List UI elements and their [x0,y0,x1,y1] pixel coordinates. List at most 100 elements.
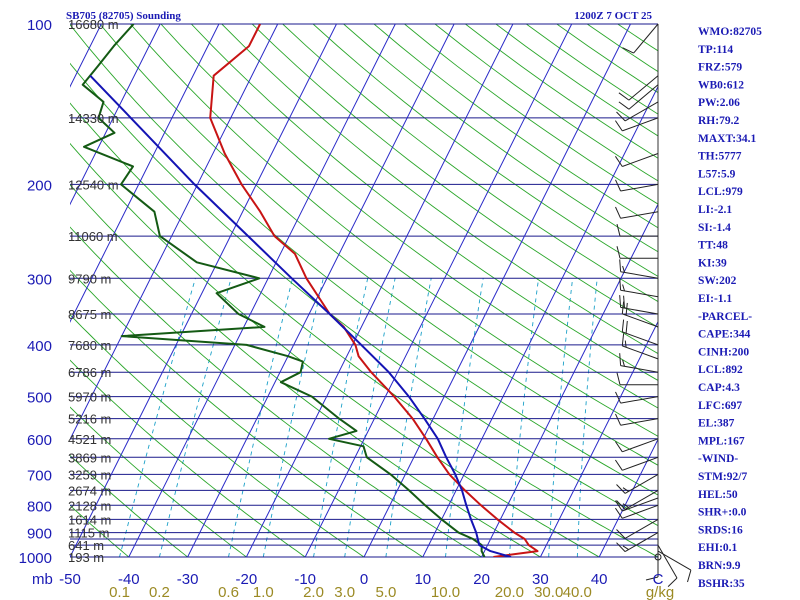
wind-barb-feather [645,576,659,581]
wind-barb-feather [615,206,622,219]
stability-index: STM:92/7 [698,471,747,483]
isotherm [422,85,658,557]
stability-index: LCL:979 [698,186,743,198]
mixing-ratio-label: 40.0 [563,584,592,600]
isotherm [70,24,161,206]
wind-barb-feather [614,507,623,519]
wind-barb [616,246,658,259]
mixing-ratio-label: 10.0 [431,584,460,600]
temperature-tick-label: -30 [177,571,199,588]
stability-index: TH:5777 [698,151,742,163]
wind-barb-feather [622,265,625,273]
dewpoint-line [81,24,486,557]
stability-index: SRDS:16 [698,524,743,536]
mixing-ratio-line [158,278,232,557]
stability-indices-panel: WMO:82705 TP:114 FRZ:579 WB0:612 PW:2.06 RH:7… [698,26,762,590]
wind-barb [622,23,659,54]
wind-barb-feather [614,441,623,453]
wind-barb [616,101,659,122]
height-label: 2674 m [68,483,111,498]
isotherm [245,24,514,557]
temperature-tick-label: -20 [236,571,258,588]
parcel-line [89,75,512,557]
wind-barb-staff [620,365,659,373]
isotherm [128,24,396,557]
wind-barb-feather [624,340,627,348]
stability-index: TP:114 [698,44,733,56]
wind-barb [614,497,659,512]
isotherms [70,24,658,557]
temperature-tick-label: -10 [294,571,316,588]
wind-barb-staff [628,84,659,110]
height-label: 2128 m [68,498,111,513]
stability-index: -WIND- [698,453,738,465]
stability-index: -PARCEL- [698,311,752,323]
stability-index: L57:5.9 [698,168,736,180]
isobars [70,23,658,558]
mixing-ratio-unit-label: g/kg [646,584,674,600]
wind-barb-staff [622,331,659,346]
mixing-ratio-line [508,278,540,557]
stability-index: CAP:4.3 [698,382,740,394]
temperature-tick-label: 40 [591,571,608,588]
isotherm [539,320,658,557]
wind-barb-staff [624,518,659,539]
wind-barb-feather [614,459,623,471]
wind-barb-feather [616,372,621,385]
chart-datetime: 1200Z 7 OCT 25 [574,10,652,22]
wind-barb-feather [618,101,630,110]
stability-index: CAPE:344 [698,329,751,341]
height-label: 1614 m [68,512,111,527]
stability-index: FRZ:579 [698,62,742,74]
wind-barb [616,372,658,386]
pressure-tick-label: 500 [27,390,52,407]
mixing-ratio-label: 3.0 [334,584,355,600]
stability-index: LFC:697 [698,400,742,412]
wind-barb-feather [687,569,692,583]
wind-barb [614,456,659,471]
wind-barb-staff [622,153,659,167]
wind-barb [645,539,659,581]
mixing-ratio-line [548,278,574,557]
stability-index: WMO:82705 [698,26,762,38]
wind-barb [621,319,659,346]
wind-barb-feather [625,302,628,316]
wind-barb-feather [619,259,622,272]
wind-barb-feather [622,545,629,551]
mixing-ratio-label: 5.0 [375,584,396,600]
wind-barb-feather [623,295,625,309]
pressure-tick-label: 700 [27,467,52,484]
wind-barb-feather [616,223,621,237]
height-label: 4521 m [68,432,111,447]
pressure-tick-label: 100 [27,17,52,34]
height-label: 11060 m [68,229,118,244]
wind-barb [616,223,658,237]
stability-index: EI:-1.1 [698,293,732,305]
wind-barb-feather [616,542,626,552]
wind-barb [657,544,678,587]
wind-barb-staff [624,473,659,494]
height-label: 6786 m [68,365,111,380]
wind-barbs [614,23,692,587]
wind-barb-staff [622,497,659,512]
wind-barb-feather [619,277,622,291]
wind-barb-feather [621,333,625,346]
temperature-tick-label: 30 [532,571,549,588]
stability-index: BSHR:35 [698,578,745,590]
wind-barb-feather [622,503,629,508]
height-label: 5970 m [68,390,111,405]
dry-adiabat [70,24,658,496]
wind-barb-feather [614,156,623,167]
height-label: 3869 m [68,450,111,465]
wind-barb-feather [615,391,622,404]
mixing-ratio-label: 0.6 [218,584,239,600]
height-label: 5216 m [68,412,111,427]
pressure-tick-label: 1000 [19,550,52,567]
wind-barb-staff [624,489,659,510]
wind-barb-staff [620,183,659,192]
wind-barb-staff [620,306,659,315]
mixing-ratio-label: 0.1 [109,584,130,600]
pressure-tick-label: 400 [27,338,52,355]
dry-adiabat [556,24,658,94]
